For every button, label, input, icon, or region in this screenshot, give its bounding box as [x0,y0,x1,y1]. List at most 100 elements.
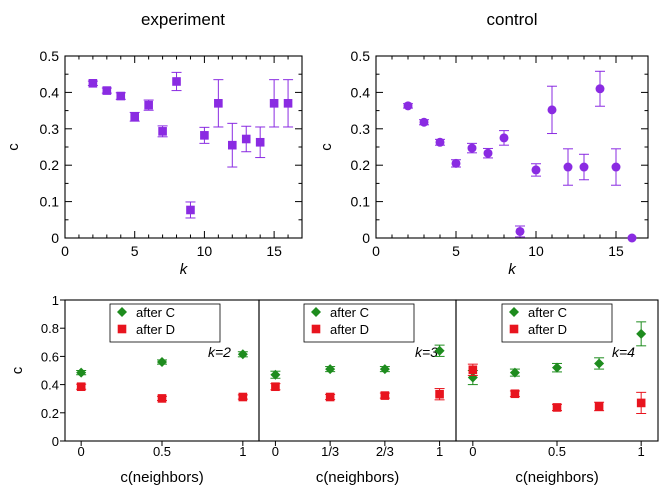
legend-label: after C [528,305,567,320]
data-point [76,382,86,392]
y-tick-label: 0.8 [41,321,59,336]
data-point [595,84,605,94]
legend-label: after D [528,322,567,337]
data-point [627,233,637,243]
y-tick-label: 0.1 [351,194,371,210]
x-tick-label: 10 [197,243,213,259]
data-point [269,99,279,108]
data-point [214,99,223,108]
data-point [283,99,293,108]
y-tick-label: 0.5 [351,48,371,64]
x-tick-label: 0 [272,444,279,459]
data-point [186,205,195,215]
y-axis-label: c [9,366,26,374]
x-axis-label: k [508,261,517,278]
plot-frame [375,55,649,239]
y-tick-label: 0.4 [41,378,59,393]
data-point [563,162,573,172]
data-point [88,79,98,88]
data-point [435,137,445,147]
data-point [531,165,541,175]
chart-panel-3: 0 0.5 1 0 0.2 0.4 0.6 0.8 1 c(neighbors) c k=2 after… [9,293,260,486]
data-point [552,362,562,373]
series-after-d [76,382,248,403]
legend-marker [117,324,127,334]
chart-panel-4: 0 1/3 2/3 1 c(neighbors) k=3 after C after D [258,299,457,486]
series-1 [403,70,637,243]
data-point [552,403,562,412]
data-point [130,112,140,122]
panel-annotation: k=3 [415,344,438,360]
legend-label: after C [330,305,369,320]
data-point [594,402,604,411]
data-point [271,382,280,392]
data-point [238,392,248,402]
y-tick-label: 0.6 [41,349,59,364]
y-tick-label: 0.1 [40,194,60,210]
y-tick-label: 0.3 [40,121,60,137]
y-tick-label: 0 [362,230,370,246]
series-after-c [76,349,248,378]
data-point [200,131,209,140]
x-tick-label: 15 [608,243,624,259]
y-tick-label: 1 [52,293,59,308]
legend-box [109,303,221,343]
data-point [636,398,646,408]
x-tick-label: 1 [239,444,246,459]
y-tick-label: 0.4 [40,84,60,100]
data-point [76,367,87,378]
legend-marker [117,307,127,317]
x-tick-label: 1 [638,444,645,459]
data-point [157,394,167,403]
y-tick-label: 0.2 [40,157,60,173]
series-after-c [270,344,445,380]
series-1 [87,71,294,219]
legend-marker [509,324,519,334]
chart-panel-5: 0 0.5 1 c(neighbors) k=4 after C after D [455,299,659,486]
data-point [611,162,621,172]
data-point [547,105,557,115]
y-tick-label: 0.3 [351,121,371,137]
y-tick-label: 0 [52,434,59,449]
x-axis-label: k [180,261,189,278]
chart-panel-2: 0 5 10 15 0 0.1 0.2 0.3 0.4 0.5 control k c [318,10,649,278]
legend-label: after D [330,322,369,337]
y-tick-label: 0.4 [351,84,371,100]
x-tick-label: 0 [61,243,69,259]
y-tick-label: 0 [51,230,59,246]
data-point [237,349,248,360]
data-point [435,389,444,399]
y-tick-label: 0.5 [40,48,60,64]
x-tick-label: 0.5 [548,444,566,459]
data-point [636,328,647,339]
y-axis-label: c [5,143,22,151]
x-axis-label: c(neighbors) [120,469,203,486]
legend-box [303,303,415,343]
data-point [579,162,589,172]
data-point [451,158,461,168]
x-tick-label: 0 [372,243,380,259]
data-point [172,77,181,86]
data-point [434,345,445,356]
data-point [255,137,265,147]
data-point [379,364,390,375]
data-point [157,357,167,368]
data-point [102,86,112,95]
legend-marker [311,324,321,334]
data-point [594,358,605,369]
x-tick-label: 0.5 [153,444,171,459]
legend-label: after C [136,305,175,320]
x-tick-label: 1 [436,444,443,459]
data-point [483,148,493,158]
x-tick-label: 0 [78,444,85,459]
chart-title: control [486,10,537,29]
chart-panel-1: 0 5 10 15 0 0.1 0.2 0.3 0.4 0.5 experiment k c [5,10,303,278]
data-point [509,367,520,378]
legend-marker [509,307,519,317]
data-point [325,392,335,402]
legend-label: after D [136,322,175,337]
data-point [227,140,237,150]
panel-annotation: k=2 [208,344,231,360]
data-point [403,101,413,111]
legend-marker [311,307,321,317]
